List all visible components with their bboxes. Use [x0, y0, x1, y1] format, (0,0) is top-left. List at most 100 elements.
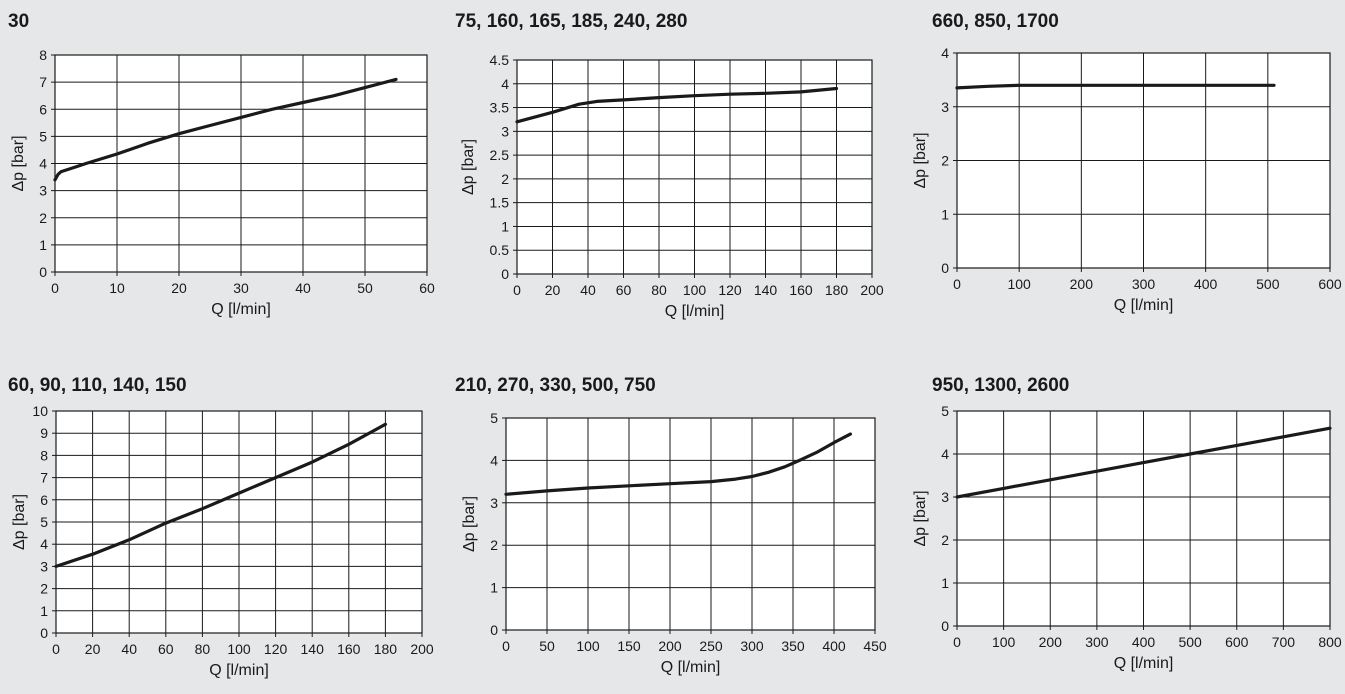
series-line [515, 86, 839, 124]
chart-1: 30 0 10 20 30 40 50 60 0 1 2 3 4 5 6 7 8 Q [l/min] Δp [bar… [8, 11, 435, 318]
y-tick-label: 1.5 [490, 195, 510, 211]
series-line [955, 83, 1276, 90]
x-tick-label: 0 [953, 276, 961, 292]
series-line [955, 426, 1332, 499]
y-tick-label: 5 [39, 128, 47, 144]
x-tick-label: 400 [1194, 276, 1218, 292]
x-tick-label: 400 [1132, 634, 1156, 650]
chart-title: 660, 850, 1700 [932, 11, 1059, 32]
y-tick-label: 8 [40, 447, 48, 463]
x-tick-label: 200 [410, 641, 434, 657]
x-tick-label: 0 [513, 282, 521, 298]
x-tick-label: 800 [1318, 634, 1342, 650]
x-axis-label: Q [l/min] [211, 301, 271, 318]
y-tick-label: 4 [39, 156, 47, 172]
x-axis-label: Q [l/min] [1114, 655, 1174, 672]
chart-title: 950, 1300, 2600 [932, 375, 1069, 396]
x-tick-label: 500 [1178, 634, 1202, 650]
chart-3: 660, 850, 1700 0 100 200 300 400 500 600 0 1 2 3 4 Q … [912, 11, 1342, 314]
x-tick-label: 150 [617, 638, 641, 654]
y-tick-label: 3 [941, 99, 949, 115]
x-axis-label: Q [l/min] [1114, 297, 1174, 314]
y-tick-label: 10 [32, 403, 48, 419]
y-tick-label: 0 [490, 622, 498, 638]
x-tick-label: 0 [502, 638, 510, 654]
y-tick-label: 0 [501, 266, 509, 282]
x-tick-label: 500 [1256, 276, 1280, 292]
x-tick-label: 100 [576, 638, 600, 654]
x-tick-label: 20 [85, 641, 101, 657]
x-tick-label: 40 [295, 280, 311, 296]
x-axis-label: Q [l/min] [209, 662, 269, 679]
y-tick-label: 0 [941, 260, 949, 276]
x-tick-label: 80 [651, 282, 667, 298]
y-tick-label: 7 [40, 470, 48, 486]
x-tick-label: 400 [822, 638, 846, 654]
y-tick-label: 4 [501, 76, 509, 92]
y-axis-label: Δp [bar] [461, 496, 478, 552]
x-tick-label: 140 [754, 282, 778, 298]
y-tick-label: 2 [941, 532, 949, 548]
x-tick-label: 160 [789, 282, 813, 298]
x-tick-label: 600 [1225, 634, 1249, 650]
y-tick-label: 3 [490, 495, 498, 511]
x-tick-label: 160 [337, 641, 361, 657]
y-tick-label: 1 [501, 218, 509, 234]
x-tick-label: 50 [539, 638, 555, 654]
y-tick-label: 0 [39, 264, 47, 280]
y-tick-label: 3 [501, 123, 509, 139]
x-tick-label: 300 [1132, 276, 1156, 292]
y-tick-label: 7 [39, 74, 47, 90]
x-tick-label: 200 [658, 638, 682, 654]
y-axis-label: Δp [bar] [912, 132, 929, 188]
x-tick-label: 200 [1070, 276, 1094, 292]
chart-title: 75, 160, 165, 185, 240, 280 [455, 11, 687, 32]
y-tick-label: 0.5 [490, 242, 510, 258]
x-tick-label: 120 [264, 641, 288, 657]
y-tick-label: 4 [941, 446, 949, 462]
x-tick-label: 60 [616, 282, 632, 298]
series-line [504, 432, 852, 496]
y-tick-label: 9 [40, 425, 48, 441]
x-tick-label: 30 [233, 280, 249, 296]
y-tick-label: 3.5 [490, 100, 510, 116]
series-line [53, 77, 398, 182]
y-axis-label: Δp [bar] [912, 490, 929, 546]
chart-title: 210, 270, 330, 500, 750 [455, 375, 656, 396]
y-tick-label: 1 [490, 580, 498, 596]
x-tick-label: 300 [740, 638, 764, 654]
x-tick-label: 50 [357, 280, 373, 296]
x-tick-label: 200 [860, 282, 884, 298]
x-tick-label: 60 [419, 280, 435, 296]
x-tick-label: 100 [683, 282, 707, 298]
y-tick-label: 3 [39, 183, 47, 199]
y-tick-label: 1 [941, 575, 949, 591]
x-tick-label: 200 [1039, 634, 1063, 650]
y-tick-label: 2 [39, 210, 47, 226]
y-tick-label: 0 [941, 618, 949, 634]
chart-title: 30 [8, 11, 29, 32]
y-axis-label: Δp [bar] [10, 135, 27, 191]
x-tick-label: 180 [374, 641, 398, 657]
y-tick-label: 1 [941, 206, 949, 222]
y-tick-label: 3 [40, 558, 48, 574]
y-tick-label: 2 [941, 153, 949, 169]
x-tick-label: 100 [992, 634, 1016, 650]
chart-title: 60, 90, 110, 140, 150 [8, 375, 187, 396]
x-tick-label: 80 [195, 641, 211, 657]
y-tick-label: 5 [490, 410, 498, 426]
y-tick-label: 6 [39, 101, 47, 117]
x-tick-label: 600 [1318, 276, 1342, 292]
y-tick-label: 2.5 [490, 147, 510, 163]
x-tick-label: 10 [109, 280, 125, 296]
x-tick-label: 350 [781, 638, 805, 654]
x-tick-label: 100 [1007, 276, 1031, 292]
y-tick-label: 2 [40, 581, 48, 597]
x-tick-label: 140 [301, 641, 325, 657]
y-tick-label: 4.5 [490, 52, 510, 68]
x-tick-label: 700 [1272, 634, 1296, 650]
